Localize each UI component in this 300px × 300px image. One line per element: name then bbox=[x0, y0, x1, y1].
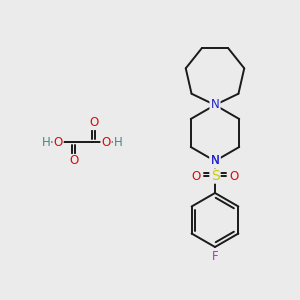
Text: O: O bbox=[229, 169, 239, 182]
Text: H: H bbox=[114, 136, 122, 148]
Text: O: O bbox=[69, 154, 78, 167]
Text: O: O bbox=[101, 136, 111, 148]
Text: F: F bbox=[211, 250, 219, 263]
Text: O: O bbox=[101, 136, 111, 148]
Text: N: N bbox=[211, 154, 219, 167]
Text: O: O bbox=[89, 116, 98, 130]
Text: H: H bbox=[42, 136, 50, 148]
Text: O: O bbox=[191, 169, 201, 182]
Text: F: F bbox=[212, 250, 218, 263]
Text: N: N bbox=[210, 154, 220, 167]
Text: S: S bbox=[211, 169, 219, 183]
Text: O: O bbox=[191, 169, 201, 182]
Text: O: O bbox=[88, 116, 98, 130]
Text: O: O bbox=[230, 169, 238, 182]
Text: O: O bbox=[68, 154, 79, 167]
Text: H: H bbox=[113, 136, 123, 148]
Text: H: H bbox=[41, 136, 51, 148]
Text: N: N bbox=[210, 98, 220, 112]
Text: N: N bbox=[211, 154, 219, 167]
Text: O: O bbox=[53, 136, 63, 148]
Text: N: N bbox=[211, 98, 219, 112]
Text: N: N bbox=[210, 154, 220, 167]
Text: S: S bbox=[210, 169, 220, 183]
Text: O: O bbox=[53, 136, 63, 148]
